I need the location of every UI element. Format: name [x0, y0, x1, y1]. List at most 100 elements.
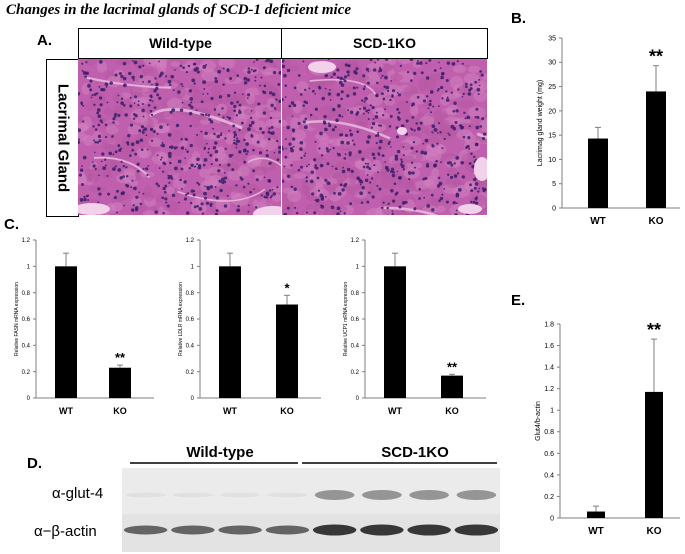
- nucleus: [448, 133, 451, 137]
- nucleus: [396, 170, 399, 173]
- nucleus: [93, 103, 96, 106]
- acinus: [199, 59, 217, 73]
- acinus: [191, 151, 201, 165]
- nucleus: [452, 109, 456, 113]
- nucleus: [197, 165, 202, 170]
- nucleus: [476, 115, 480, 119]
- nucleus: [332, 107, 336, 112]
- nucleus: [479, 70, 482, 73]
- nucleus: [269, 91, 273, 95]
- nucleus: [466, 115, 471, 120]
- nucleus: [395, 135, 399, 139]
- nucleus: [114, 112, 118, 116]
- nucleus: [260, 76, 263, 79]
- stroma: [302, 120, 391, 140]
- nucleus: [136, 169, 140, 173]
- nucleus: [420, 71, 424, 75]
- band-actin: [312, 524, 357, 536]
- nucleus: [218, 95, 223, 99]
- nucleus: [390, 189, 394, 193]
- nucleus: [390, 167, 395, 171]
- acinus: [141, 102, 160, 114]
- nucleus: [107, 192, 111, 196]
- nucleus: [254, 76, 257, 79]
- nucleus: [190, 101, 193, 104]
- acinus: [425, 150, 442, 162]
- nucleus: [186, 150, 190, 153]
- nucleus: [228, 129, 230, 132]
- nucleus: [150, 113, 154, 117]
- nucleus: [185, 211, 190, 215]
- nucleus: [356, 111, 360, 114]
- nucleus: [142, 167, 145, 170]
- nucleus: [346, 94, 350, 98]
- acinus: [402, 114, 413, 122]
- category-label-ko: KO: [280, 406, 294, 416]
- category-label-wt: WT: [59, 406, 73, 416]
- nucleus: [108, 151, 113, 156]
- nucleus: [383, 85, 386, 88]
- nucleus: [478, 187, 481, 190]
- nucleus: [370, 126, 374, 129]
- nucleus: [98, 174, 100, 177]
- y-tick-label: 5: [552, 181, 556, 188]
- nucleus: [204, 196, 208, 200]
- nucleus: [215, 212, 217, 215]
- nucleus: [270, 103, 274, 108]
- nucleus: [161, 196, 164, 200]
- nucleus: [461, 175, 466, 179]
- acinus: [170, 60, 181, 68]
- nucleus: [210, 120, 214, 124]
- nucleus: [203, 88, 206, 90]
- nucleus: [472, 200, 476, 204]
- nucleus: [462, 92, 465, 96]
- nucleus: [117, 144, 121, 148]
- nucleus: [158, 96, 162, 100]
- nucleus: [304, 152, 307, 155]
- nucleus: [324, 87, 327, 90]
- nucleus: [247, 210, 250, 213]
- nucleus: [252, 148, 255, 152]
- nucleus: [146, 148, 149, 151]
- nucleus: [104, 82, 109, 86]
- nucleus: [468, 88, 472, 92]
- nucleus: [475, 196, 478, 199]
- nucleus: [336, 92, 341, 97]
- nucleus: [243, 138, 246, 142]
- y-tick-label: 30: [548, 60, 556, 67]
- band-glut4: [173, 492, 213, 498]
- nucleus: [371, 121, 376, 126]
- nucleus: [330, 205, 335, 210]
- nucleus: [440, 161, 443, 164]
- nucleus: [356, 130, 360, 134]
- nucleus: [386, 206, 389, 210]
- nucleus: [343, 75, 348, 79]
- nucleus: [148, 62, 151, 65]
- nucleus: [78, 138, 81, 141]
- acinus: [105, 125, 119, 135]
- nucleus: [473, 186, 477, 190]
- band-glut4: [409, 490, 449, 500]
- stroma: [93, 156, 151, 179]
- acinus: [376, 136, 389, 151]
- nucleus: [207, 151, 210, 154]
- nucleus: [416, 126, 421, 131]
- acinus: [329, 165, 347, 179]
- nucleus: [475, 107, 479, 111]
- nucleus: [284, 155, 288, 159]
- nucleus: [340, 97, 344, 101]
- nucleus: [474, 116, 477, 119]
- nucleus: [324, 74, 328, 78]
- nucleus: [377, 152, 380, 155]
- nucleus: [226, 68, 230, 71]
- nucleus: [112, 167, 116, 171]
- nucleus: [344, 133, 348, 137]
- nucleus: [330, 75, 333, 79]
- nucleus: [325, 196, 327, 198]
- chart-glut4-ratio: 0 0.2 0.4 0.6 0.8 1 1.2 1.4 1.6 1.8 Glut4/b-actin W…: [535, 320, 680, 537]
- nucleus: [302, 60, 305, 63]
- nucleus: [141, 130, 145, 134]
- nucleus: [278, 119, 281, 123]
- nucleus: [214, 158, 219, 162]
- acinus: [445, 177, 461, 189]
